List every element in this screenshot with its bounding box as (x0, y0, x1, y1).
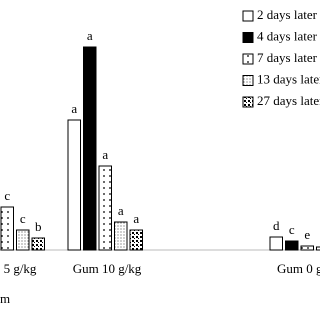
significance-letter: b (35, 219, 42, 234)
significance-letter: a (87, 28, 93, 43)
legend-swatch (242, 10, 254, 22)
bar (285, 240, 299, 251)
bar (129, 229, 143, 251)
bar (114, 221, 128, 251)
bar (16, 229, 30, 251)
legend-label: 7 days later (257, 50, 318, 65)
axis-label-fragment: m (0, 291, 10, 306)
significance-letter: c (289, 222, 295, 237)
bar (83, 46, 97, 251)
bar (98, 165, 112, 251)
significance-letter: c (4, 188, 10, 203)
significance-letter: e (304, 227, 310, 242)
bar (31, 237, 45, 251)
legend-label: 2 days later (257, 7, 318, 22)
bar (316, 246, 320, 251)
legend-swatch (242, 32, 254, 43)
legend-swatch (242, 53, 254, 65)
x-tick-label: Gum 10 g/kg (73, 261, 142, 276)
significance-letter: a (118, 203, 124, 218)
legend-label: 13 days later (257, 71, 320, 86)
significance-letter: c (20, 211, 26, 226)
bar (300, 245, 314, 251)
legend-label: 27 days later (257, 93, 320, 108)
bar (269, 236, 283, 251)
significance-letter: a (71, 101, 77, 116)
legend-swatch (242, 96, 254, 108)
bar (0, 206, 14, 251)
significance-letter: a (133, 211, 139, 226)
legend-label: 4 days later (257, 28, 318, 43)
significance-letter: a (102, 147, 108, 162)
bar (67, 119, 81, 251)
x-tick-label: 5 g/kg (4, 261, 37, 276)
significance-letter: d (273, 218, 280, 233)
x-tick-label: Gum 0 g (277, 261, 320, 276)
legend-swatch (242, 75, 254, 86)
